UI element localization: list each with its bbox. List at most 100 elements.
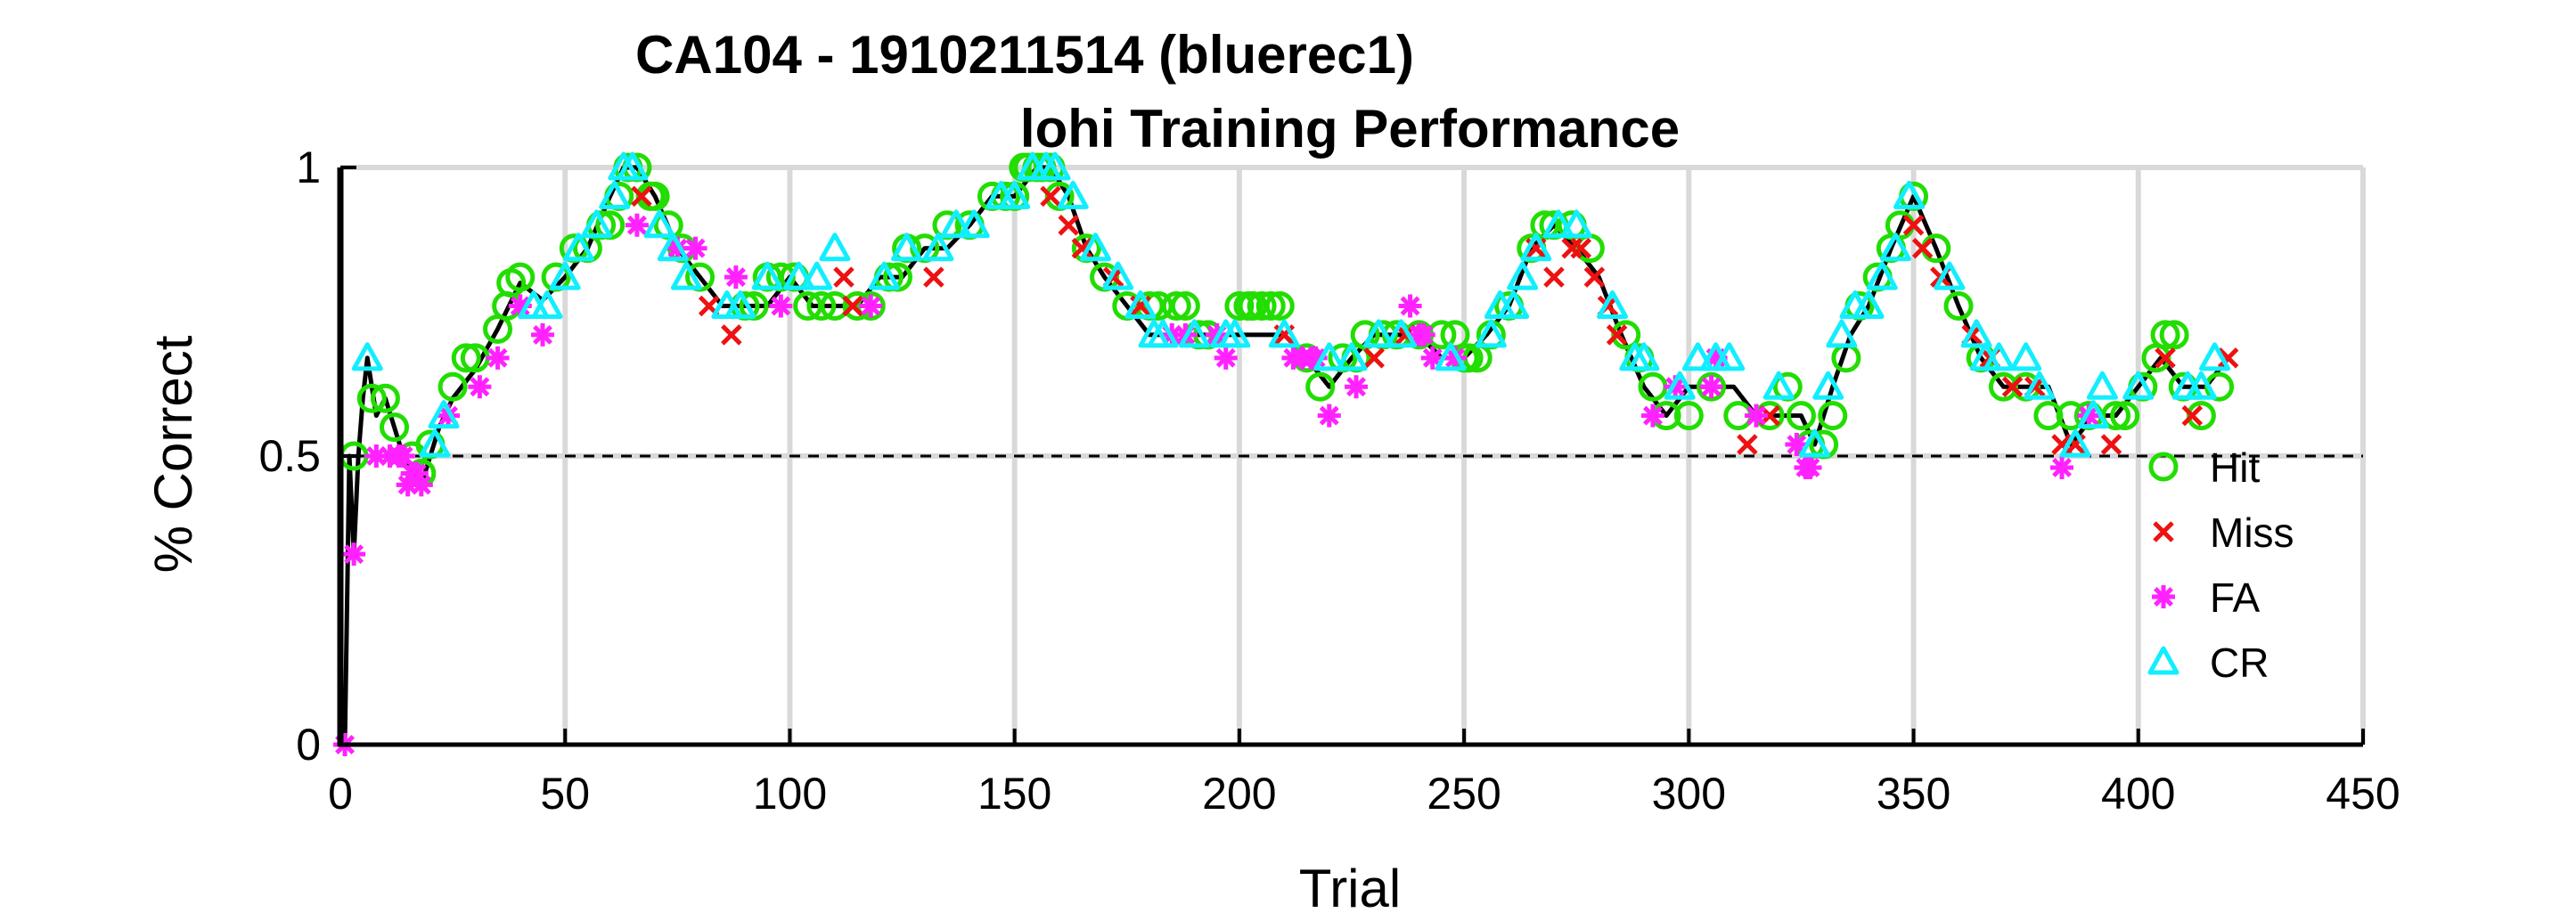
- marker-cr-62: [1826, 319, 1858, 348]
- marker-cr-65: [1866, 261, 1898, 290]
- marker-fa-31: [1398, 294, 1422, 318]
- marker-hit-33: [806, 291, 837, 322]
- marker-hit-2: [370, 383, 400, 413]
- marker-fa-37: [1664, 375, 1688, 399]
- marker-cr-29: [1039, 151, 1071, 181]
- marker-miss-0: [631, 185, 652, 208]
- marker-fa-16: [666, 236, 690, 260]
- marker-cr-7: [581, 209, 613, 239]
- grid: [340, 165, 2366, 745]
- marker-fa-11: [468, 375, 492, 399]
- marker-hit-92: [1697, 371, 1727, 402]
- marker-cr-74: [2059, 428, 2091, 458]
- marker-cr-21: [891, 232, 923, 262]
- marker-cr-4: [531, 290, 563, 320]
- marker-fa-12: [486, 346, 510, 370]
- marker-fa-43: [1798, 455, 1822, 479]
- marker-cr-19: [819, 232, 851, 262]
- marker-miss-8: [1071, 237, 1093, 259]
- marker-cr-38: [1219, 319, 1251, 348]
- marker-cr-36: [1178, 319, 1210, 348]
- x-tick-label-6: 300: [1652, 769, 1726, 819]
- marker-cr-44: [1435, 342, 1467, 371]
- x-tick-label-5: 250: [1427, 769, 1501, 819]
- marker-cr-66: [1879, 232, 1911, 262]
- marker-cr-47: [1498, 290, 1530, 320]
- marker-cr-0: [351, 342, 383, 371]
- marker-cr-73: [2024, 371, 2056, 400]
- marker-hit-64: [1247, 291, 1277, 322]
- marker-cr-16: [751, 261, 783, 290]
- marker-miss-33: [2155, 347, 2176, 369]
- marker-cr-22: [922, 232, 954, 262]
- x-axis-label: Trial: [1299, 859, 1401, 918]
- marker-miss-17: [1570, 237, 1592, 259]
- marker-fa-17: [683, 236, 707, 260]
- x-tick-label-4: 200: [1202, 769, 1276, 819]
- chart-title-line-2: lohi Training Performance: [1020, 99, 1680, 159]
- marker-cr-35: [1147, 319, 1179, 348]
- marker-fa-2: [364, 444, 388, 468]
- marker-cr-79: [2185, 371, 2217, 400]
- marker-cr-49: [1520, 232, 1552, 262]
- marker-fa-39: [1704, 346, 1728, 370]
- marker-cr-51: [1560, 209, 1592, 239]
- y-axis-label: % Correct: [143, 335, 203, 573]
- legend-marker-cr: [2147, 646, 2179, 675]
- marker-hit-7: [438, 371, 468, 402]
- marker-cr-26: [999, 180, 1031, 209]
- marker-miss-20: [1606, 324, 1628, 346]
- marker-miss-5: [923, 266, 945, 288]
- marker-cr-75: [2077, 400, 2109, 429]
- marker-hit-8: [451, 343, 481, 373]
- chart-title-line-1: CA104 - 1910211514 (bluerec1): [635, 25, 1414, 85]
- marker-cr-52: [1597, 290, 1629, 320]
- marker-fa-33: [1411, 322, 1435, 346]
- marker-hit-1: [356, 383, 387, 413]
- marker-cr-50: [1542, 209, 1574, 239]
- marker-miss-15: [1543, 266, 1565, 288]
- legend-label-cr: CR: [2210, 640, 2269, 686]
- marker-fa-20: [859, 294, 883, 318]
- x-tick-label-9: 450: [2326, 769, 2400, 819]
- marker-cr-59: [1762, 371, 1795, 400]
- marker-hit-119: [2159, 320, 2189, 350]
- marker-cr-69: [1960, 319, 1992, 348]
- marker-cr-64: [1852, 290, 1885, 320]
- marker-fa-14: [531, 322, 554, 346]
- marker-cr-24: [958, 209, 990, 239]
- marker-cr-12: [657, 232, 689, 262]
- marker-hit-109: [1988, 371, 2018, 402]
- marker-hit-107: [1943, 291, 1974, 322]
- marker-fa-8: [405, 461, 429, 485]
- marker-cr-41: [1336, 342, 1368, 371]
- marker-fa-34: [1420, 346, 1444, 370]
- marker-cr-67: [1893, 180, 1926, 209]
- marker-cr-54: [1628, 342, 1660, 371]
- marker-cr-42: [1362, 319, 1394, 348]
- legend: Hit Miss FA CR: [2147, 444, 2294, 686]
- legend-marker-hit: [2148, 452, 2179, 482]
- marker-cr-68: [1934, 261, 1966, 290]
- marker-cr-45: [1475, 319, 1507, 348]
- marker-hit-96: [1786, 401, 1816, 431]
- marker-hit-3: [380, 412, 410, 443]
- marker-cr-48: [1507, 261, 1539, 290]
- marker-cr-71: [1983, 342, 2015, 371]
- marker-miss-18: [1583, 266, 1606, 288]
- marker-cr-43: [1385, 319, 1417, 348]
- legend-marker-fa: [2152, 585, 2175, 608]
- marker-cr-33: [1124, 290, 1157, 320]
- marker-miss-35: [2217, 347, 2239, 369]
- marker-miss-4: [842, 295, 863, 317]
- marker-hit-87: [1611, 320, 1641, 350]
- marker-hit-36: [855, 291, 886, 322]
- marker-fa-13: [508, 294, 532, 318]
- marker-fa-30: [1345, 375, 1369, 399]
- marker-cr-5: [549, 261, 581, 290]
- marker-fa-19: [769, 294, 793, 318]
- marker-fa-45: [2077, 403, 2101, 428]
- marker-fa-18: [724, 265, 748, 289]
- marker-fa-9: [409, 473, 433, 497]
- marker-fa-24: [1214, 346, 1238, 370]
